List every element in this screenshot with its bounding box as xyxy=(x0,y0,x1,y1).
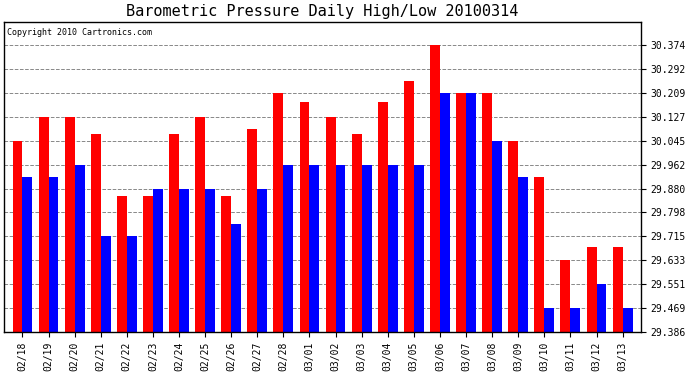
Bar xyxy=(221,195,231,332)
Bar xyxy=(466,93,476,332)
Bar xyxy=(12,141,23,332)
Bar xyxy=(299,102,310,332)
Bar xyxy=(518,177,528,332)
Bar xyxy=(247,129,257,332)
Bar xyxy=(378,102,388,332)
Bar xyxy=(362,165,372,332)
Bar xyxy=(117,195,127,332)
Bar xyxy=(231,224,241,332)
Bar xyxy=(153,189,163,332)
Bar xyxy=(205,189,215,332)
Bar xyxy=(75,165,85,332)
Bar xyxy=(596,284,607,332)
Bar xyxy=(195,117,205,332)
Bar xyxy=(613,246,622,332)
Bar xyxy=(127,236,137,332)
Bar xyxy=(622,308,633,332)
Bar xyxy=(492,141,502,332)
Bar xyxy=(23,177,32,332)
Bar xyxy=(560,260,571,332)
Text: Copyright 2010 Cartronics.com: Copyright 2010 Cartronics.com xyxy=(8,28,152,37)
Bar xyxy=(586,246,596,332)
Bar xyxy=(430,45,440,332)
Bar xyxy=(404,81,414,332)
Bar xyxy=(273,93,284,332)
Bar xyxy=(65,117,75,332)
Bar xyxy=(335,165,346,332)
Bar xyxy=(352,134,362,332)
Bar xyxy=(39,117,48,332)
Bar xyxy=(440,93,450,332)
Bar xyxy=(179,189,189,332)
Bar xyxy=(257,189,267,332)
Bar xyxy=(456,93,466,332)
Bar xyxy=(101,236,110,332)
Bar xyxy=(509,141,518,332)
Bar xyxy=(310,165,319,332)
Title: Barometric Pressure Daily High/Low 20100314: Barometric Pressure Daily High/Low 20100… xyxy=(126,4,519,19)
Bar xyxy=(482,93,492,332)
Bar xyxy=(284,165,293,332)
Bar xyxy=(326,117,335,332)
Bar xyxy=(571,308,580,332)
Bar xyxy=(388,165,397,332)
Bar xyxy=(414,165,424,332)
Bar xyxy=(544,308,554,332)
Bar xyxy=(143,195,153,332)
Bar xyxy=(534,177,544,332)
Bar xyxy=(169,134,179,332)
Bar xyxy=(91,134,101,332)
Bar xyxy=(48,177,59,332)
